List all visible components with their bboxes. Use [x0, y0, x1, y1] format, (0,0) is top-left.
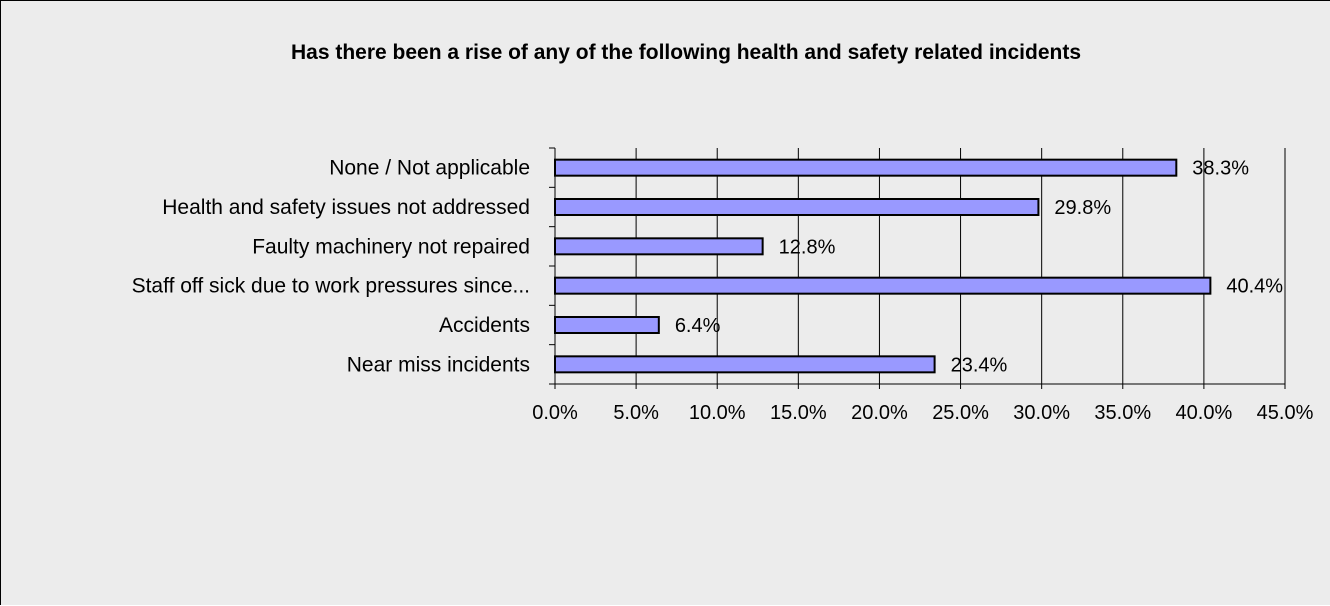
bar: [554, 237, 764, 256]
x-tick-label: 20.0%: [851, 402, 908, 424]
gridlines: [635, 148, 1286, 384]
category-label: Near miss incidents: [347, 353, 530, 376]
chart-title: Has there been a rise of any of the foll…: [291, 41, 1081, 64]
category-label: Health and safety issues not addressed: [162, 196, 530, 219]
data-label: 23.4%: [951, 354, 1008, 376]
category-label: None / Not applicable: [329, 157, 530, 180]
bar: [554, 158, 1178, 177]
x-tick-label: 10.0%: [689, 402, 746, 424]
bar: [554, 276, 1212, 295]
x-tick-label: 35.0%: [1094, 402, 1151, 424]
data-label: 12.8%: [779, 236, 836, 258]
x-tick-label: 30.0%: [1013, 402, 1070, 424]
data-label: 6.4%: [675, 315, 721, 337]
category-label: Faulty machinery not repaired: [252, 235, 530, 258]
x-tick-label: 45.0%: [1257, 402, 1314, 424]
bar: [554, 198, 1040, 216]
data-label: 40.4%: [1226, 276, 1283, 298]
data-label: 29.8%: [1054, 197, 1111, 219]
x-tick-label: 40.0%: [1176, 402, 1233, 424]
category-label: Accidents: [439, 314, 530, 337]
bars: [554, 158, 1212, 374]
category-label: Staff off sick due to work pressures sin…: [132, 275, 530, 298]
axes: [549, 147, 1286, 389]
x-tick-label: 5.0%: [613, 402, 659, 424]
data-label: 38.3%: [1192, 158, 1249, 180]
bar: [554, 316, 660, 334]
x-tick-label: 15.0%: [770, 402, 827, 424]
bar: [554, 355, 936, 374]
x-tick-label: 25.0%: [932, 402, 989, 424]
x-tick-label: 0.0%: [532, 402, 578, 424]
labels: 0.0% 5.0% 10.0% 15.0% 20.0% 25.0% 30.0% 35.0% 40…: [132, 157, 1314, 424]
